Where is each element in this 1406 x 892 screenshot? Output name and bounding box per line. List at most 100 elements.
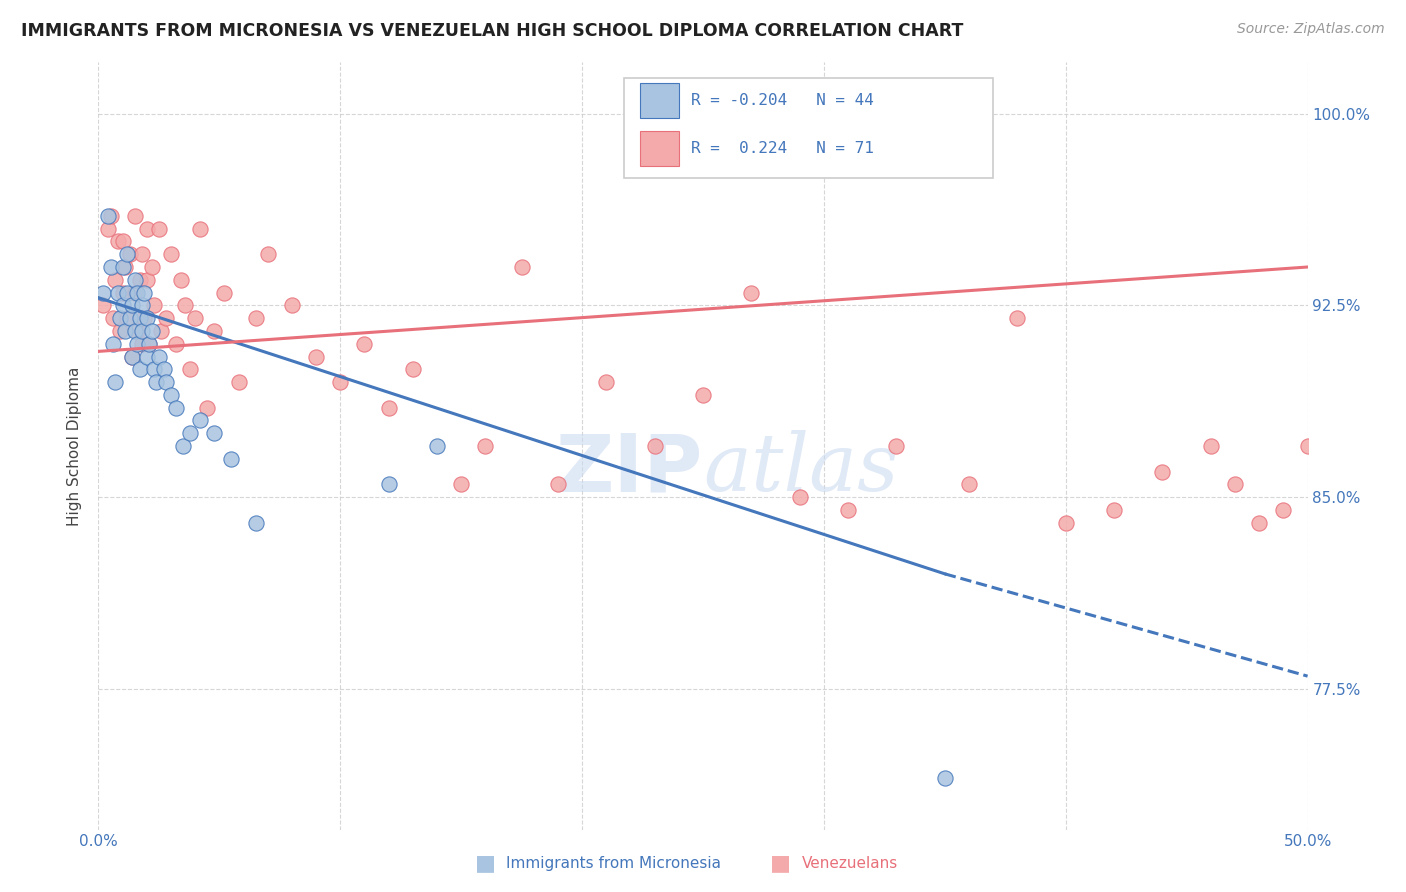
Point — [128, 362, 150, 376]
Point — [118, 311, 141, 326]
Point — [377, 477, 399, 491]
Point — [111, 298, 134, 312]
Point — [281, 298, 304, 312]
Point — [124, 324, 146, 338]
Point — [474, 439, 496, 453]
Point — [740, 285, 762, 300]
Point — [135, 273, 157, 287]
Point — [195, 401, 218, 415]
Point — [886, 439, 908, 453]
Point — [127, 336, 149, 351]
Point — [134, 285, 156, 300]
Point — [107, 235, 129, 249]
Point — [165, 401, 187, 415]
Point — [450, 477, 472, 491]
Point — [174, 298, 197, 312]
Point — [1344, 528, 1367, 542]
Point — [165, 336, 187, 351]
Point — [305, 350, 328, 364]
Point — [101, 336, 124, 351]
Point — [169, 273, 191, 287]
Point — [148, 221, 170, 235]
Point — [377, 401, 399, 415]
Point — [97, 221, 120, 235]
Point — [212, 285, 235, 300]
Point — [91, 298, 114, 312]
Point — [131, 324, 153, 338]
Point — [124, 285, 146, 300]
Point — [150, 324, 173, 338]
Point — [1320, 503, 1343, 517]
Point — [155, 311, 177, 326]
Point — [124, 273, 146, 287]
Point — [121, 350, 143, 364]
Point — [426, 439, 449, 453]
Point — [1223, 477, 1246, 491]
Point — [117, 311, 139, 326]
Text: ■: ■ — [475, 854, 495, 873]
Point — [179, 426, 201, 441]
Point — [957, 477, 980, 491]
Point — [160, 247, 183, 261]
Point — [204, 426, 226, 441]
Point — [138, 336, 160, 351]
Point — [184, 311, 207, 326]
Point — [131, 247, 153, 261]
Point — [837, 503, 859, 517]
Point — [135, 350, 157, 364]
Point — [155, 375, 177, 389]
Point — [111, 285, 134, 300]
Point — [595, 375, 617, 389]
Point — [108, 324, 131, 338]
Point — [1249, 516, 1271, 530]
Point — [510, 260, 533, 274]
Point — [1369, 541, 1392, 556]
Point — [141, 260, 163, 274]
Point — [108, 311, 131, 326]
Point — [131, 298, 153, 312]
Point — [934, 772, 956, 786]
FancyBboxPatch shape — [640, 83, 679, 118]
Point — [127, 324, 149, 338]
Point — [160, 388, 183, 402]
Point — [127, 285, 149, 300]
Point — [188, 413, 211, 427]
Point — [131, 336, 153, 351]
Point — [172, 439, 194, 453]
Point — [91, 285, 114, 300]
Point — [114, 324, 136, 338]
Point — [692, 388, 714, 402]
Text: Source: ZipAtlas.com: Source: ZipAtlas.com — [1237, 22, 1385, 37]
Point — [114, 260, 136, 274]
FancyBboxPatch shape — [640, 131, 679, 166]
Point — [547, 477, 569, 491]
Point — [152, 362, 174, 376]
Point — [402, 362, 425, 376]
Point — [128, 273, 150, 287]
Point — [245, 311, 267, 326]
Text: R = -0.204   N = 44: R = -0.204 N = 44 — [690, 93, 873, 108]
Point — [1007, 311, 1029, 326]
Point — [117, 285, 139, 300]
Text: Immigrants from Micronesia: Immigrants from Micronesia — [506, 856, 721, 871]
Point — [1296, 439, 1319, 453]
Point — [1199, 439, 1222, 453]
Point — [141, 324, 163, 338]
Point — [111, 260, 134, 274]
Point — [111, 235, 134, 249]
Point — [101, 311, 124, 326]
Point — [245, 516, 267, 530]
Point — [1054, 516, 1077, 530]
Text: ■: ■ — [770, 854, 790, 873]
Point — [135, 221, 157, 235]
Text: R =  0.224   N = 71: R = 0.224 N = 71 — [690, 141, 873, 156]
Point — [100, 260, 122, 274]
Y-axis label: High School Diploma: High School Diploma — [67, 367, 83, 525]
Point — [204, 324, 226, 338]
Text: atlas: atlas — [703, 430, 898, 508]
Point — [256, 247, 278, 261]
Point — [104, 375, 127, 389]
Point — [138, 336, 160, 351]
Point — [143, 298, 166, 312]
Text: Venezuelans: Venezuelans — [801, 856, 897, 871]
